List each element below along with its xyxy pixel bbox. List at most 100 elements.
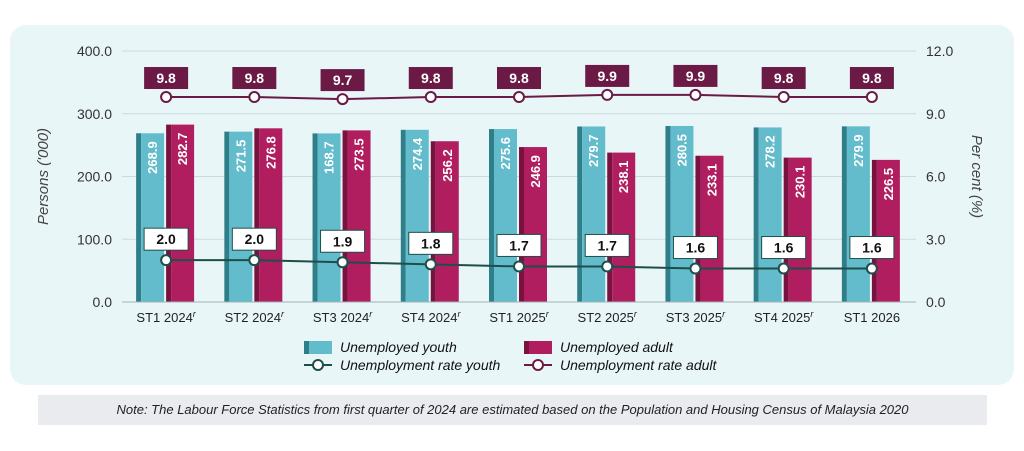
x-tick-label: ST1 2026 [844,310,900,325]
line-marker [513,260,525,273]
line-marker [777,262,790,275]
bar-adult-side [430,141,436,302]
bar-value-label: 168.7 [322,141,337,174]
y2-tick-label: 9.0 [926,106,946,122]
rate-label-box [320,229,366,253]
rate-label-box [585,64,630,87]
rate-label-box [408,231,454,255]
rate-label: 9.8 [421,70,441,86]
y-tick-label: 100.0 [77,231,112,247]
bar-value-label: 226.5 [881,168,896,201]
x-tick-label: ST4 2025r [754,309,814,325]
line-marker [160,91,173,104]
rate-label: 2.0 [245,231,265,247]
bar-adult-side [695,155,701,302]
line-marker [865,262,878,275]
rate-label: 1.6 [686,240,706,256]
footnote: Note: The Labour Force Statistics from f… [38,395,987,425]
legend-swatch [309,341,332,354]
legend-label: Unemployment rate adult [560,357,718,373]
rate-label-box [231,227,277,251]
bar-youth-side [312,133,318,302]
bar-value-label: 271.5 [233,140,248,173]
rate-label: 1.9 [333,233,353,249]
rate-label: 1.7 [597,237,617,253]
y2-tick-label: 12.0 [926,43,953,59]
bar-adult-side [519,147,524,302]
legend-marker [532,359,544,371]
rate-label-box [584,233,630,257]
bar-unemployed-adult [259,128,283,302]
bar-value-label: 274.4 [410,137,425,170]
line-marker [513,91,525,104]
bar-youth-side [489,129,494,302]
bar-unemployed-adult [876,159,900,302]
bar-unemployed-adult [171,124,195,303]
rate-label: 9.8 [774,70,794,86]
bar-value-label: 230.1 [793,166,808,199]
bar-adult-side [607,152,613,302]
bar-youth-side [224,131,230,302]
bar-unemployed-adult [524,147,547,302]
rate-label: 9.8 [509,70,529,86]
y-tick-label: 0.0 [93,294,113,310]
y-tick-label: 300.0 [77,106,112,122]
bar-unemployed-adult [700,155,724,302]
bar-value-label: 278.2 [763,135,778,168]
line-marker [424,258,437,271]
bar-adult-side [254,128,260,302]
line-marker [336,93,349,106]
bar-value-label: 268.9 [145,141,160,174]
rate-label: 9.8 [156,70,176,86]
rate-label: 9.9 [597,68,617,84]
bar-youth-side [400,129,406,302]
y2-tick-label: 3.0 [926,231,946,247]
chart-panel: 0.0 100.0 200.0 300.0 400.0 0.0 3.0 6.0 9.0 12.0 P… [10,25,1014,385]
bar-unemployed-youth [317,133,341,302]
chart-svg: 0.0 100.0 200.0 300.0 400.0 0.0 3.0 6.0 9.0 12.0 P… [35,43,985,373]
bar-value-label: 238.1 [616,161,631,194]
bar-unemployed-adult [788,157,812,302]
x-tick-label: ST1 2024r [136,309,196,325]
rate-label-box [320,69,365,92]
bar-value-label: 279.7 [586,134,601,167]
y2-axis-title: Per cent (%) [968,135,985,218]
rate-label-box [497,67,541,90]
bar-youth-side [577,126,583,302]
bar-value-label: 246.9 [528,155,543,188]
legend-marker [312,359,324,371]
bar-unemployed-youth [582,126,606,302]
rate-label-box [761,236,807,260]
bar-value-label: 276.8 [263,136,278,169]
line-marker [601,88,614,101]
bar-value-label: 279.9 [851,134,866,167]
bar-adult-side [783,157,789,302]
rate-label: 2.0 [156,231,176,247]
bar-unemployed-youth [494,129,517,302]
line-marker [160,254,173,267]
bar-youth-side [665,125,671,302]
bar-adult-side [166,124,172,303]
bar-youth-side [753,127,759,302]
bar-unemployed-adult [435,141,459,302]
line-marker [601,260,614,273]
line-marker [865,91,878,104]
rate-label: 1.6 [862,240,882,256]
line-marker [248,91,261,104]
x-tick-label: ST4 2024r [401,309,461,325]
line-marker [777,91,790,104]
y2-tick-label: 6.0 [926,169,946,185]
y-tick-label: 200.0 [77,169,112,185]
rate-label-box [849,67,894,90]
x-tick-label: ST1 2025r [489,309,549,325]
bar-value-label: 233.1 [704,164,719,197]
legend-label: Unemployed youth [340,339,457,355]
y-tick-label: 400.0 [77,43,112,59]
bar-value-label: 282.7 [175,133,190,166]
rate-label-box [673,64,718,87]
bar-adult-side [342,130,348,302]
rate-label: 1.6 [774,240,794,256]
rate-label: 9.9 [686,68,706,84]
y-axis-title: Persons ('000) [35,128,52,225]
rate-label-box [849,236,895,260]
